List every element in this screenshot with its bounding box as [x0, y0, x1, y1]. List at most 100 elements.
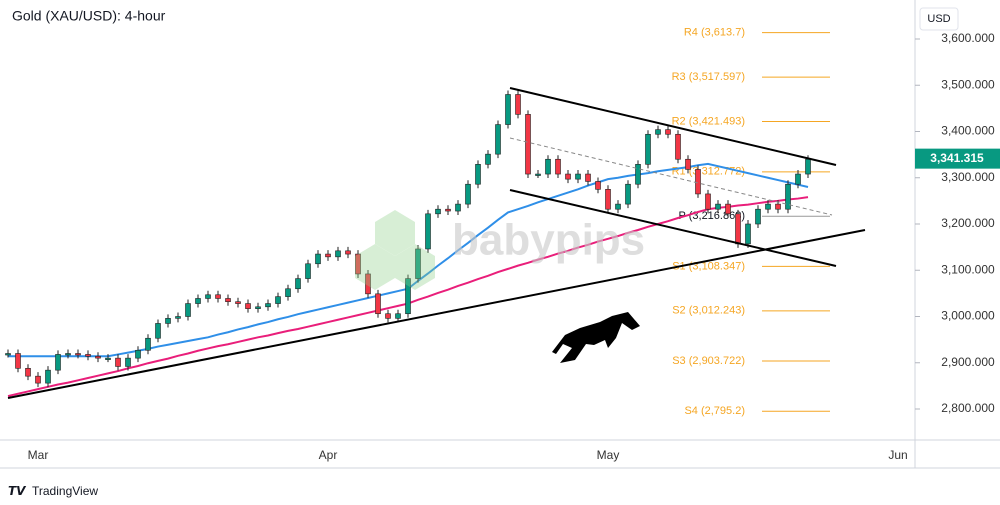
- bull-icon: [552, 312, 640, 363]
- x-tick-label: Jun: [888, 448, 907, 462]
- y-tick-label: 3,500.000: [941, 77, 995, 91]
- dashed-trend: [509, 137, 833, 216]
- candle: [405, 278, 411, 315]
- candle: [505, 94, 511, 125]
- candle: [245, 303, 251, 309]
- candle: [265, 303, 271, 308]
- pivot-label: R3 (3,517.597): [672, 71, 745, 83]
- candle: [275, 296, 281, 304]
- candle: [495, 124, 501, 155]
- candle: [185, 303, 191, 317]
- candle: [645, 133, 651, 165]
- candle: [655, 129, 661, 135]
- candle: [75, 353, 81, 356]
- candle: [715, 203, 721, 210]
- x-tick-label: Mar: [28, 448, 49, 462]
- candle: [705, 193, 711, 210]
- candle: [365, 273, 371, 295]
- candle: [695, 169, 701, 195]
- candle: [15, 353, 21, 369]
- candle: [575, 173, 581, 180]
- candle: [325, 253, 331, 258]
- candle: [25, 368, 31, 377]
- candle: [685, 158, 691, 170]
- x-tick-label: May: [597, 448, 620, 462]
- pivot-label: S4 (2,795.2): [684, 405, 745, 417]
- candle: [375, 293, 381, 315]
- candle: [315, 253, 321, 265]
- pivot-label: R4 (3,613.7): [684, 27, 745, 39]
- candle: [135, 349, 141, 359]
- candle: [515, 94, 521, 115]
- trend-lines: [7, 87, 866, 399]
- candle: [235, 301, 241, 304]
- candle: [5, 353, 11, 356]
- candle: [305, 263, 311, 279]
- footer-logo: 𝙏𝙑: [8, 484, 27, 498]
- candle: [535, 173, 541, 176]
- candle: [755, 208, 761, 225]
- candle: [565, 173, 571, 180]
- candle: [475, 164, 481, 185]
- y-tick-label: 3,000.000: [941, 309, 995, 323]
- candle: [285, 288, 291, 297]
- candle: [55, 354, 61, 371]
- candle: [785, 183, 791, 210]
- candle: [105, 357, 111, 360]
- candle: [175, 316, 181, 319]
- candle: [115, 357, 121, 367]
- candle: [455, 203, 461, 212]
- candle: [165, 318, 171, 324]
- candle: [445, 208, 451, 212]
- candle: [555, 158, 561, 175]
- last-price-label: 3,341.315: [930, 151, 984, 165]
- candle: [385, 313, 391, 319]
- y-tick-label: 3,200.000: [941, 216, 995, 230]
- last-price-tag: [915, 148, 1000, 169]
- candle: [605, 189, 611, 210]
- candle: [195, 298, 201, 304]
- candle: [35, 375, 41, 384]
- candle: [345, 250, 351, 255]
- candle: [295, 278, 301, 290]
- candle: [95, 355, 101, 359]
- y-tick-label: 3,300.000: [941, 170, 995, 184]
- pivot-label: S3 (2,903.722): [672, 355, 745, 367]
- candle: [45, 369, 51, 384]
- plot-area: R4 (3,613.7) R3 (3,517.597) R2 (3,421.493)…: [5, 27, 830, 417]
- candle: [545, 158, 551, 175]
- candle: [665, 129, 671, 135]
- pivot-label: S2 (3,012.243): [672, 305, 745, 317]
- candle: [675, 133, 681, 160]
- x-tick-label: Apr: [319, 448, 338, 462]
- candle: [415, 248, 421, 279]
- candle: [775, 203, 781, 210]
- candle: [745, 223, 751, 245]
- candle: [335, 250, 341, 258]
- candle: [595, 181, 601, 190]
- candle: [765, 203, 771, 210]
- candle: [355, 253, 361, 275]
- y-tick-label: 3,400.000: [941, 124, 995, 138]
- candle: [395, 313, 401, 319]
- chart-title: Gold (XAU/USD): 4-hour: [12, 8, 166, 24]
- currency-box: [919, 7, 959, 31]
- candle: [125, 357, 131, 367]
- y-tick-label: 2,800.000: [941, 401, 995, 415]
- candle: [205, 294, 211, 299]
- candle: [65, 353, 71, 356]
- y-tick-label: 2,900.000: [941, 355, 995, 369]
- currency: USD: [927, 13, 950, 25]
- watermark: babypips: [452, 216, 645, 265]
- candle: [725, 203, 731, 215]
- pivot-label: P (3,216.868): [679, 210, 745, 222]
- pivot-label: R2 (3,421.493): [672, 115, 745, 127]
- candle: [615, 203, 621, 210]
- footer: TradingView: [32, 484, 98, 498]
- candle: [735, 213, 741, 245]
- watermark-logo: [355, 210, 435, 290]
- candle: [85, 354, 91, 357]
- candle: [795, 173, 801, 185]
